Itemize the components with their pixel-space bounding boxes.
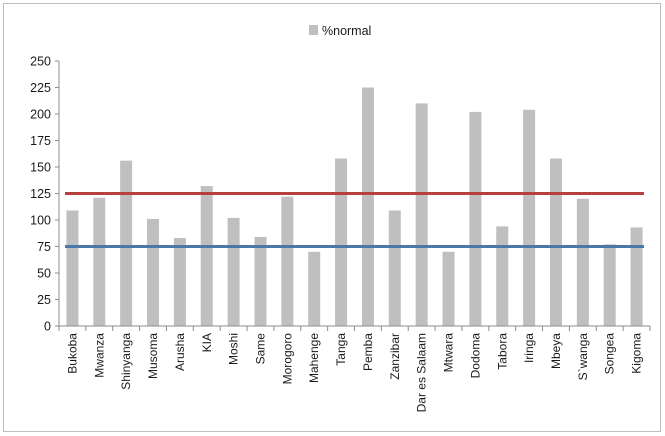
x-tick-label: Tanga xyxy=(334,333,348,366)
y-tick-label: 175 xyxy=(30,134,51,148)
bar xyxy=(415,103,428,327)
x-tick-label: Tabora xyxy=(495,333,509,370)
bars xyxy=(66,87,643,327)
bar xyxy=(93,197,106,326)
y-tick-label: 0 xyxy=(44,320,51,334)
x-tick-label: Moshi xyxy=(227,333,241,365)
bar xyxy=(603,244,616,326)
x-tick-label: S`wanga xyxy=(576,333,590,381)
bar xyxy=(66,210,79,326)
legend-swatch xyxy=(309,25,318,35)
x-tick-label: Mbeya xyxy=(549,333,563,369)
y-tick-label: 225 xyxy=(30,81,51,95)
x-tick-label: Same xyxy=(253,333,267,365)
bar xyxy=(388,210,401,326)
legend: %normal xyxy=(309,24,371,38)
y-tick-label: 250 xyxy=(30,55,51,69)
bar xyxy=(630,227,643,326)
x-tick-label: Iringa xyxy=(522,333,536,363)
y-tick-label: 50 xyxy=(37,267,51,281)
x-tick-label: Dodoma xyxy=(468,333,482,379)
chart-frame: %normal 0 25 50 75 100 125 150 175 200 225 250 Buk… xyxy=(3,3,661,432)
x-tick-label: Musoma xyxy=(146,333,160,379)
y-tick-label: 100 xyxy=(30,214,51,228)
x-tick-label: Songea xyxy=(603,333,617,375)
bar xyxy=(335,158,348,326)
bar xyxy=(308,251,321,326)
bar xyxy=(442,251,455,326)
reference-lines xyxy=(65,192,644,248)
x-tick-label: KIA xyxy=(200,333,214,352)
x-tick-label: Bukoba xyxy=(65,333,79,374)
y-tick-label: 25 xyxy=(37,293,51,307)
x-tick-label: Mtwara xyxy=(442,333,456,373)
y-tick-label: 75 xyxy=(37,240,51,254)
x-tick-label: Shinyanga xyxy=(119,333,133,390)
bar xyxy=(469,111,482,326)
bar xyxy=(173,238,186,326)
y-tick-label: 125 xyxy=(30,187,51,201)
x-axis: Bukoba Mwanza Shinyanga Musoma Arusha KIA Mosh… xyxy=(58,325,651,412)
x-tick-label: Dar es Salaam xyxy=(415,333,429,412)
bar xyxy=(120,160,133,326)
x-tick-label: Arusha xyxy=(173,333,187,371)
bar xyxy=(549,158,562,326)
bar xyxy=(254,236,267,326)
bar xyxy=(523,109,536,326)
x-tick-label: Mwanza xyxy=(92,333,106,378)
x-tick-label: Kigoma xyxy=(630,333,644,374)
y-axis: 0 25 50 75 100 125 150 175 200 225 250 xyxy=(30,55,60,334)
x-tick-label: Pemba xyxy=(361,333,375,371)
y-tick-label: 150 xyxy=(30,161,51,175)
legend-label: %normal xyxy=(322,24,371,38)
x-tick-label: Morogoro xyxy=(280,333,294,385)
bar xyxy=(227,217,240,326)
bar xyxy=(496,226,509,326)
bar xyxy=(147,218,160,326)
bar xyxy=(200,186,213,326)
bar-chart: %normal 0 25 50 75 100 125 150 175 200 225 250 Buk… xyxy=(30,24,651,412)
y-tick-label: 200 xyxy=(30,108,51,122)
bar xyxy=(576,198,589,326)
x-tick-label: Zanzibar xyxy=(388,333,402,380)
bar xyxy=(361,87,374,326)
bar xyxy=(281,196,294,326)
x-tick-label: Mahenge xyxy=(307,333,321,383)
